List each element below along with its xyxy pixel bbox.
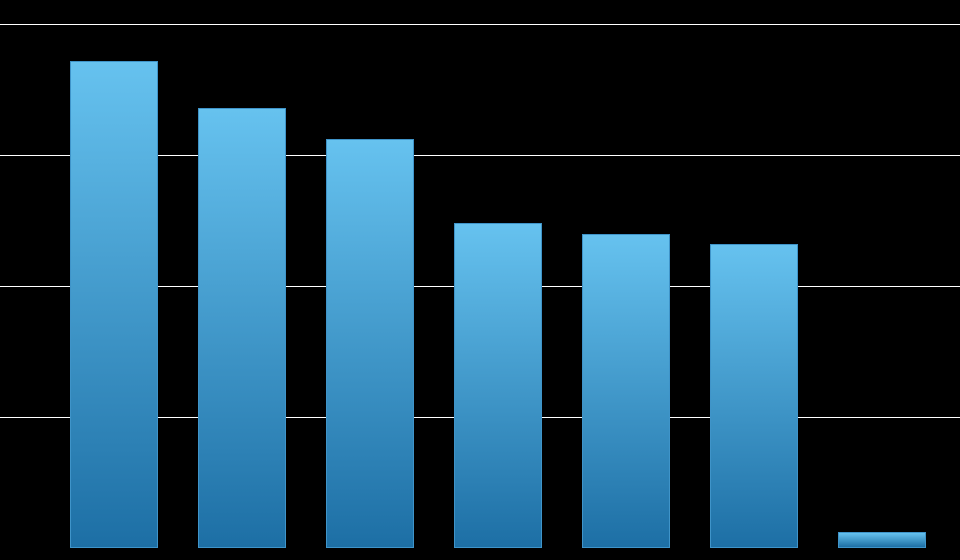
bar <box>326 139 414 548</box>
bar <box>70 61 158 548</box>
bar <box>838 532 926 548</box>
bar <box>710 244 798 548</box>
bar <box>582 234 670 548</box>
bar <box>198 108 286 548</box>
bar <box>454 223 542 548</box>
bar-chart <box>0 0 960 560</box>
plot-area <box>0 24 960 548</box>
